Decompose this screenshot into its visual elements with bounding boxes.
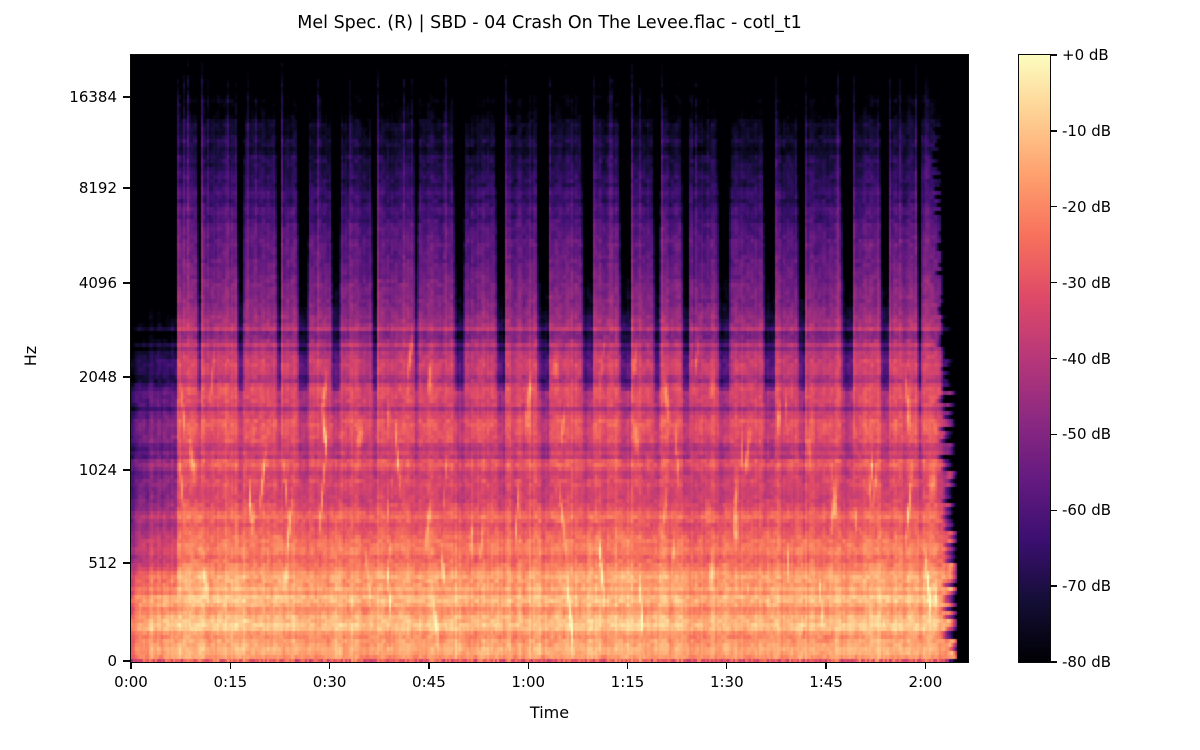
colorbar-tick-label: +0 dB [1062,46,1109,64]
colorbar-tick-label: -10 dB [1062,121,1112,140]
x-tick-label: 0:45 [412,673,446,691]
x-tick-mark [527,662,529,669]
x-axis-label: Time [529,703,570,722]
x-tick-label: 1:15 [610,673,645,691]
colorbar-tick-label: -80 dB [1062,653,1112,671]
colorbar-tick-label: -20 dB [1062,197,1112,216]
colorbar-tick-label: -60 dB [1062,501,1112,520]
x-tick-label: 0:00 [114,673,148,691]
colorbar-tick-mark [1051,433,1057,436]
colorbar [1018,54,1051,663]
y-tick-label: 2048 [78,368,117,386]
colorbar-tick-mark [1051,54,1057,56]
y-tick-mark [123,660,131,662]
y-tick-label: 8192 [78,179,117,197]
x-tick-mark [428,662,430,669]
y-tick-mark [123,282,131,284]
x-tick-mark [229,662,231,669]
colorbar-tick-label: -70 dB [1062,577,1112,596]
x-tick-mark [726,662,728,669]
colorbar-tick-mark [1051,206,1057,208]
spectrogram-heatmap [131,55,968,662]
x-tick-label: 2:00 [908,673,943,691]
y-tick-label: 16384 [69,88,117,106]
y-tick-label: 1024 [78,461,117,479]
colorbar-tick-label: -50 dB [1062,425,1112,444]
x-tick-mark [924,662,927,669]
plot-area [130,54,969,663]
x-tick-mark [130,662,132,669]
y-tick-label: 512 [88,554,117,572]
colorbar-gradient [1019,55,1050,662]
x-tick-mark [626,662,629,669]
colorbar-tick-mark [1051,585,1057,587]
x-tick-label: 1:00 [511,673,546,691]
y-tick-mark [123,376,131,378]
colorbar-tick-mark [1051,357,1057,360]
y-tick-mark [123,562,131,564]
colorbar-tick-label: -40 dB [1062,349,1112,368]
y-tick-mark [123,96,131,98]
colorbar-tick-mark [1051,281,1057,284]
y-axis-label: Hz [21,345,40,367]
y-tick-label: 4096 [78,274,117,292]
x-tick-mark [825,662,827,669]
x-tick-label: 0:15 [213,673,248,691]
plot-title: Mel Spec. (R) | SBD - 04 Crash On The Le… [297,13,802,33]
colorbar-tick-mark [1051,509,1057,511]
colorbar-tick-mark [1051,661,1057,663]
colorbar-tick-label: -30 dB [1062,273,1112,292]
x-tick-mark [328,662,331,669]
x-tick-label: 1:45 [809,673,843,691]
x-tick-label: 1:30 [709,673,744,691]
y-tick-mark [123,469,131,471]
x-tick-label: 0:30 [312,673,347,691]
y-tick-label: 0 [107,652,117,670]
colorbar-tick-mark [1051,130,1057,132]
y-tick-mark [123,187,131,189]
